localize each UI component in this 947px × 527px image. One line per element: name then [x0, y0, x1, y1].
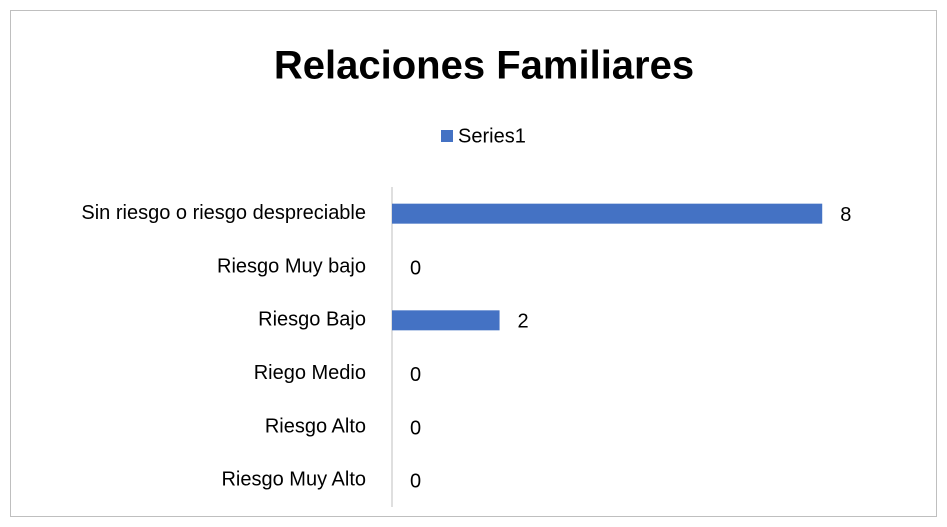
data-label: 0	[410, 471, 421, 493]
y-tick-label: Riesgo Muy Alto	[221, 469, 366, 491]
chart-title: Relaciones Familiares	[274, 44, 694, 88]
data-label: 8	[840, 204, 851, 226]
y-tick-label: Sin riesgo o riesgo despreciable	[81, 202, 366, 224]
bar	[392, 203, 823, 224]
data-label: 0	[410, 364, 421, 386]
data-label: 2	[518, 311, 529, 333]
chart-border	[10, 10, 937, 517]
legend-label: Series1	[458, 125, 526, 147]
y-tick-label: Riesgo Alto	[265, 415, 366, 437]
y-tick-label: Riesgo Muy bajo	[217, 255, 366, 277]
legend-swatch	[441, 130, 453, 142]
bar	[392, 310, 500, 331]
y-tick-label: Riesgo Bajo	[258, 309, 366, 331]
data-label: 0	[410, 257, 421, 279]
y-tick-label: Riego Medio	[254, 362, 366, 384]
data-label: 0	[410, 417, 421, 439]
